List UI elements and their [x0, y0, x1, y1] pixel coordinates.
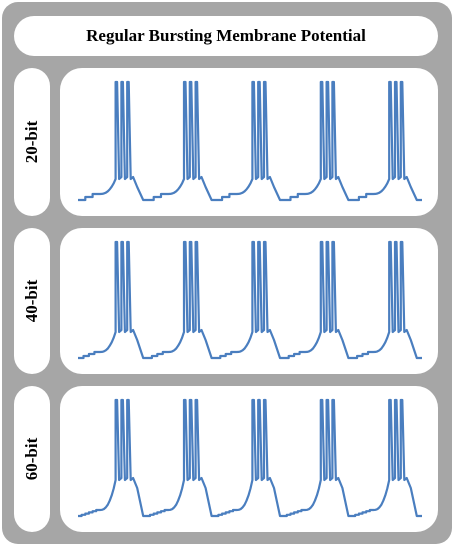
row-label-60-bit: 60-bit — [14, 386, 50, 532]
chart-panel-40-bit — [60, 228, 438, 374]
row-label-20-bit: 20-bit — [14, 68, 50, 216]
row-label-text: 20-bit — [22, 120, 41, 164]
chart-20-bit — [78, 80, 422, 202]
row-label-40-bit: 40-bit — [14, 228, 50, 374]
chart-panel-20-bit — [60, 68, 438, 216]
figure-title: Regular Bursting Membrane Potential — [14, 16, 438, 56]
row-label-text: 40-bit — [22, 279, 41, 323]
chart-60-bit — [78, 398, 422, 518]
series-line-20-bit — [78, 80, 422, 202]
series-line-40-bit — [78, 240, 422, 360]
chart-40-bit — [78, 240, 422, 360]
chart-panel-60-bit — [60, 386, 438, 532]
series-line-60-bit — [78, 398, 422, 518]
row-label-text: 60-bit — [22, 437, 41, 481]
